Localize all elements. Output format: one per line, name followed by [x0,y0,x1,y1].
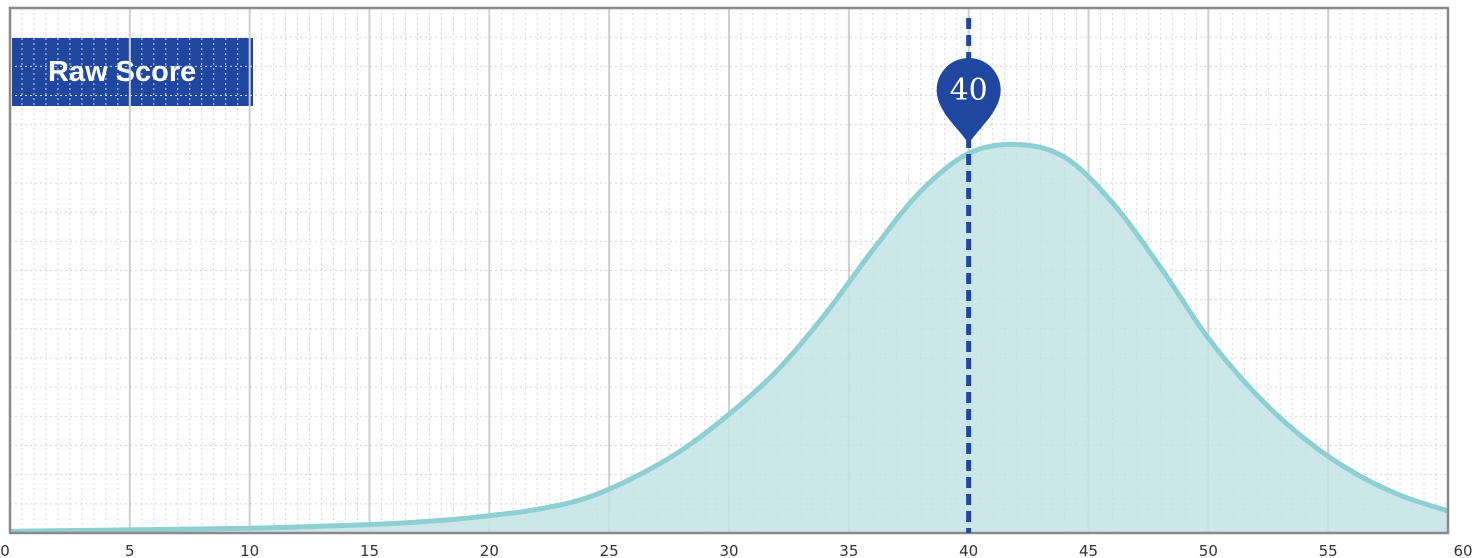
x-tick-label: 30 [719,542,738,558]
x-tick-label: 15 [360,542,379,558]
plot-frame [8,6,1450,535]
raw-score-badge: Raw Score [12,38,253,106]
x-tick-label: 10 [240,542,259,558]
x-tick-label: 35 [839,542,858,558]
score-marker-label: 40 [950,73,988,108]
score-marker-pin [936,58,1001,144]
x-tick-label: 40 [959,542,978,558]
x-tick-label: 45 [1079,542,1098,558]
x-axis-tick-labels: 0 5 10 15 20 25 30 35 40 45 50 55 60 [0,542,1472,558]
x-tick-label: 20 [480,542,499,558]
x-tick-label: 0 [0,542,10,558]
x-tick-label: 55 [1319,542,1338,558]
distribution-area [10,144,1448,534]
x-tick-label: 25 [600,542,619,558]
distribution-curve [9,141,1449,534]
x-tick-label: 60 [1453,542,1472,558]
x-tick-label: 5 [125,542,135,558]
x-tick-label: 50 [1199,542,1218,558]
